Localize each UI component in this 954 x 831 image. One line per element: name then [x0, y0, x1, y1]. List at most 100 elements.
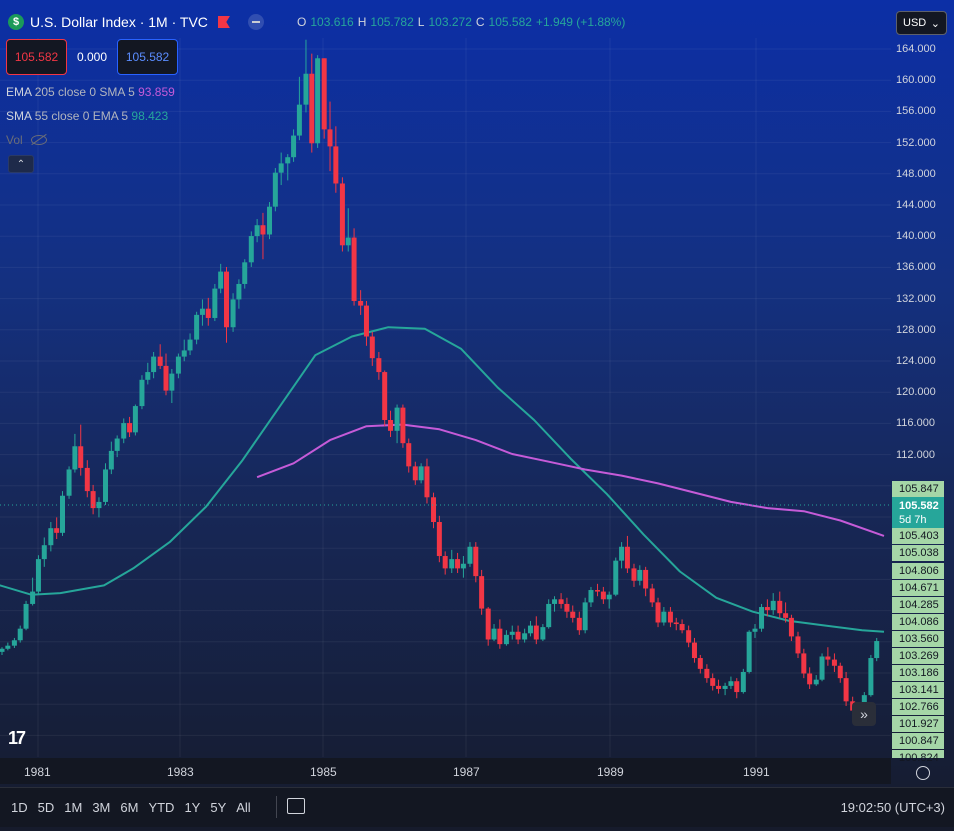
candle	[291, 129, 297, 162]
ohlc-open: 103.616	[310, 15, 354, 29]
candle	[710, 673, 716, 691]
candle	[540, 624, 546, 642]
flag-icon[interactable]	[217, 16, 230, 28]
candle-body	[843, 678, 849, 702]
candle	[96, 497, 102, 518]
candle-body	[691, 642, 697, 659]
price-tick-label: 156.000	[896, 105, 936, 118]
candle-body	[595, 590, 601, 592]
candle	[54, 517, 60, 540]
candle-body	[722, 685, 728, 689]
candle-body	[540, 627, 546, 640]
candle	[418, 463, 424, 484]
indicator-volume[interactable]: Vol	[6, 133, 47, 147]
ohlc-change: +1.949 (+1.88%)	[535, 15, 626, 29]
range-button-all[interactable]: All	[236, 800, 251, 815]
candle-body	[831, 659, 837, 666]
current-price-tag: 105.582 5d 7h	[892, 497, 944, 528]
symbol-title[interactable]: U.S. Dollar Index · 1M · TVC	[30, 14, 208, 30]
candle-body	[103, 469, 109, 502]
candle	[199, 299, 205, 326]
candle-body	[442, 556, 448, 569]
candle	[686, 625, 692, 648]
range-button-1y[interactable]: 1Y	[184, 800, 201, 815]
candle-body	[613, 560, 619, 595]
candle-body	[509, 631, 515, 635]
calendar-icon[interactable]	[287, 798, 305, 814]
candle-body	[455, 559, 461, 569]
candle-body	[388, 419, 394, 431]
range-button-5d[interactable]: 5D	[37, 800, 55, 815]
candle-body	[515, 631, 521, 640]
price-tick-label: 160.000	[896, 74, 936, 87]
price-tick-label: 132.000	[896, 292, 936, 305]
candle	[606, 591, 612, 609]
candle-body	[624, 546, 630, 569]
range-button-5y[interactable]: 5Y	[210, 800, 227, 815]
candle	[825, 647, 831, 666]
candle-body	[394, 407, 400, 431]
range-buttons: 1D 5D 1M 3M 6M YTD 1Y 5Y All	[6, 800, 256, 815]
candle	[497, 619, 503, 649]
candle-body	[788, 617, 794, 637]
candle	[479, 569, 485, 615]
candle	[169, 368, 175, 403]
time-tick-label: 1991	[743, 765, 770, 779]
chart-settings-icon[interactable]	[916, 766, 930, 780]
candle-body	[740, 671, 746, 693]
candle-body	[868, 658, 874, 696]
indicator-ema[interactable]: EMA 205 close 0 SMA 5 93.859	[6, 85, 175, 99]
range-button-1d[interactable]: 1D	[11, 800, 28, 815]
candle	[552, 596, 558, 612]
range-button-6m[interactable]: 6M	[120, 800, 139, 815]
buy-button[interactable]: 105.582	[117, 39, 179, 75]
candle	[315, 55, 321, 148]
candle	[181, 339, 187, 362]
hidden-eye-icon[interactable]	[30, 135, 47, 145]
candle-body	[181, 350, 187, 357]
price-tick-label: 144.000	[896, 199, 936, 211]
sell-button[interactable]: 105.582	[6, 39, 67, 75]
candle	[90, 484, 96, 515]
candle-body	[242, 262, 248, 284]
visibility-toggle-icon[interactable]	[247, 14, 264, 30]
candle	[783, 602, 789, 623]
candle	[5, 642, 11, 651]
indicator-sma[interactable]: SMA 55 close 0 EMA 5 98.423	[6, 109, 168, 123]
candle-body	[661, 611, 667, 623]
candle-body	[491, 628, 497, 640]
price-tick-label: 128.000	[896, 323, 936, 336]
clock[interactable]: 19:02:50 (UTC+3)	[840, 800, 945, 815]
candle	[813, 675, 819, 686]
candle-body	[697, 658, 703, 669]
range-button-1m[interactable]: 1M	[64, 800, 83, 815]
range-button-ytd[interactable]: YTD	[148, 800, 175, 815]
candle	[60, 491, 66, 536]
scroll-to-realtime-button[interactable]: »	[852, 702, 876, 726]
ohlc-high: 105.782	[370, 15, 414, 29]
candle-body	[479, 576, 485, 609]
candle-body	[96, 501, 102, 509]
candle	[522, 628, 528, 643]
candle	[0, 647, 5, 655]
candle	[777, 591, 783, 618]
symbol-header[interactable]: $ U.S. Dollar Index · 1M · TVC	[8, 11, 264, 33]
candle	[643, 566, 649, 597]
candle	[376, 351, 382, 380]
candle	[746, 630, 752, 674]
candle	[467, 542, 473, 567]
price-tick-label: 120.000	[896, 386, 936, 399]
range-button-3m[interactable]: 3M	[92, 800, 111, 815]
currency-select[interactable]: USD ⌄	[896, 11, 947, 35]
time-axis[interactable]	[0, 758, 891, 784]
candle-body	[728, 681, 734, 686]
candle	[576, 611, 582, 635]
candle	[35, 555, 41, 595]
candle	[564, 597, 570, 618]
candle	[503, 630, 509, 646]
candle-body	[643, 569, 649, 589]
price-tag: 100.847	[892, 733, 944, 749]
collapse-legend-button[interactable]: ⌃	[8, 155, 34, 173]
tradingview-logo[interactable]: 17	[8, 728, 26, 748]
